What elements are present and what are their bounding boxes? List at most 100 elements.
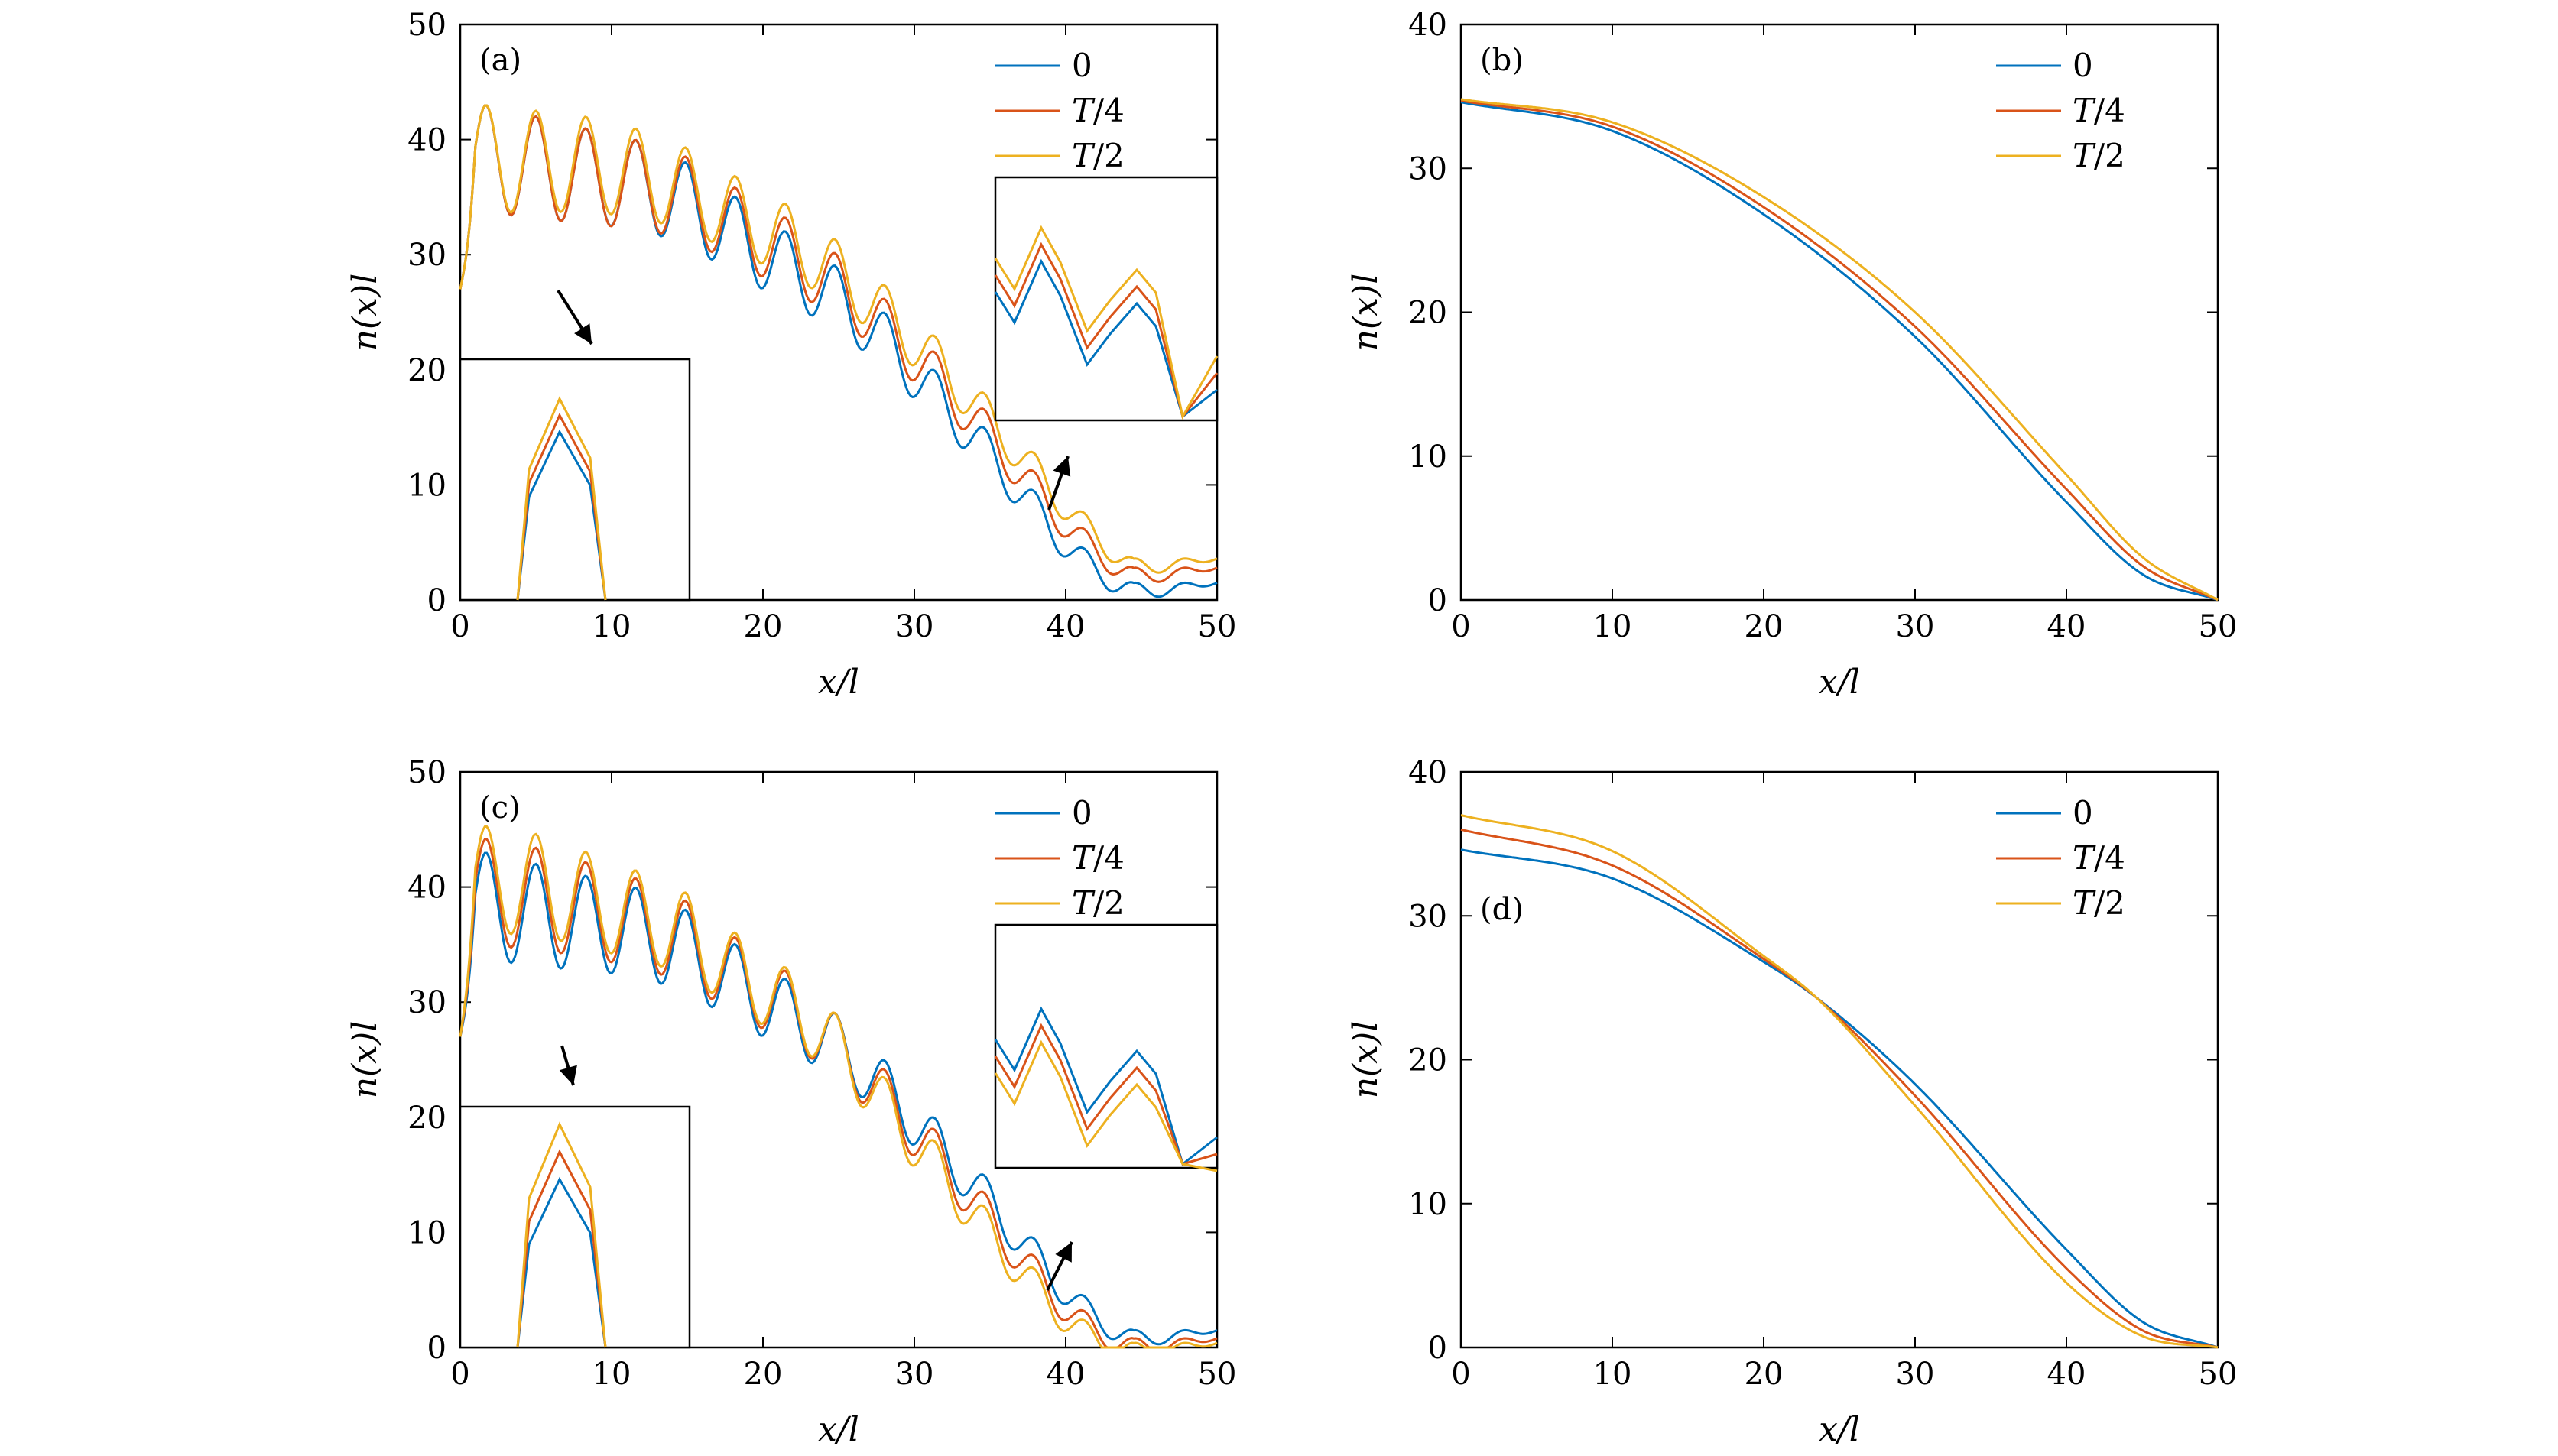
legend-label-0: 0 (1072, 47, 1092, 84)
series-line-2 (1460, 814, 2219, 1349)
y-tick-label: 40 (1408, 8, 1447, 43)
inset-line-0-1 (516, 1149, 607, 1348)
y-tick-label: 20 (407, 353, 446, 388)
inset-line-1-1 (994, 242, 1219, 420)
x-tick-label: 40 (1047, 609, 1086, 644)
x-tick-label: 40 (2047, 609, 2086, 644)
x-tick-label: 10 (592, 609, 631, 644)
inset-line-0-2 (516, 1121, 607, 1348)
y-tick-label: 0 (427, 1331, 446, 1366)
x-tick-label: 10 (1593, 1357, 1632, 1392)
x-tick-label: 20 (744, 1357, 783, 1392)
series-line-0 (1460, 101, 2219, 602)
legend-label-var: T (1072, 92, 1096, 129)
x-tick-label: 50 (2199, 1357, 2238, 1392)
y-tick-label: 10 (407, 468, 446, 503)
series-line-1 (1460, 99, 2219, 602)
legend-label-0: 0 (2073, 794, 2093, 832)
legend-label-var: T (1072, 137, 1096, 174)
y-axis-label: n(x)l (346, 1021, 385, 1099)
legend-label-1: T/4 (1072, 839, 1125, 877)
panel-label: (b) (1480, 43, 1524, 78)
x-axis-label: x/l (1819, 663, 1860, 702)
legend-label-var: T (1072, 839, 1096, 877)
x-tick-label: 20 (1745, 609, 1784, 644)
y-axis-label: n(x)l (1346, 1021, 1385, 1099)
legend-label-1: T/4 (1072, 92, 1125, 129)
inset-arrowhead-1 (1053, 456, 1071, 477)
inset-frame-0 (459, 358, 691, 602)
y-tick-label: 50 (407, 8, 446, 43)
y-tick-label: 30 (407, 985, 446, 1020)
series-line-2 (459, 104, 1218, 574)
inset-line-0-2 (516, 396, 607, 601)
y-tick-label: 20 (1408, 1043, 1447, 1078)
x-axis-label: x/l (818, 1410, 859, 1449)
y-tick-label: 30 (1408, 899, 1447, 934)
y-axis-label: n(x)l (1346, 274, 1385, 352)
y-tick-label: 0 (1428, 1331, 1447, 1366)
legend-label-rest: /2 (1093, 884, 1125, 922)
x-tick-label: 30 (1896, 1357, 1935, 1392)
x-tick-label: 10 (592, 1357, 631, 1392)
y-tick-label: 10 (1408, 1187, 1447, 1222)
x-tick-label: 20 (744, 609, 783, 644)
legend-label-2: T/2 (2073, 884, 2125, 922)
panel-label: (c) (479, 790, 521, 825)
inset-line-1-1 (994, 1023, 1218, 1166)
legend-label-rest: /4 (1093, 92, 1125, 129)
x-tick-label: 0 (450, 609, 469, 644)
inset-arrowhead-0 (574, 323, 592, 344)
x-axis-label: x/l (818, 663, 859, 702)
legend-label-rest: /4 (2094, 839, 2125, 877)
legend-label-2: T/2 (1072, 884, 1125, 922)
y-tick-label: 50 (407, 755, 446, 790)
legend-label-rest: /2 (2094, 137, 2125, 174)
legend-label-1: T/4 (2073, 92, 2125, 129)
x-tick-label: 50 (2199, 609, 2238, 644)
panel-label: (a) (479, 43, 521, 78)
legend-label-2: T/2 (1072, 137, 1125, 174)
legend-label-0: 0 (2073, 47, 2093, 84)
legend-label-2: T/2 (2073, 137, 2125, 174)
x-tick-label: 30 (895, 609, 934, 644)
y-tick-label: 0 (1428, 583, 1447, 618)
legend-label-var: T (2073, 137, 2096, 174)
legend-label-rest: /2 (1093, 137, 1125, 174)
x-tick-label: 40 (2047, 1357, 2086, 1392)
inset-frame-1 (994, 176, 1219, 422)
legend-label-var: T (1072, 884, 1096, 922)
x-tick-label: 40 (1047, 1357, 1086, 1392)
series-line-0 (1460, 848, 2219, 1349)
legend-label-var: T (2073, 884, 2096, 922)
legend-label-rest: /2 (2094, 884, 2125, 922)
x-axis-label: x/l (1819, 1410, 1860, 1449)
inset-line-1-0 (994, 1006, 1218, 1166)
x-tick-label: 0 (1451, 609, 1470, 644)
x-tick-label: 20 (1745, 1357, 1784, 1392)
inset-line-1-2 (994, 225, 1219, 420)
legend-label-0: 0 (1072, 794, 1092, 832)
legend-label-1: T/4 (2073, 839, 2125, 877)
y-tick-label: 20 (1408, 296, 1447, 331)
inset-arrowhead-1 (1055, 1242, 1072, 1263)
inset-line-0-0 (516, 1176, 607, 1348)
series-line-1 (459, 104, 1218, 583)
inset-line-1-2 (994, 1039, 1218, 1172)
x-tick-label: 30 (1896, 609, 1935, 644)
y-tick-label: 30 (407, 238, 446, 273)
y-tick-label: 0 (427, 583, 446, 618)
legend-label-rest: /4 (2094, 92, 2125, 129)
x-tick-label: 30 (895, 1357, 934, 1392)
y-axis-label: n(x)l (346, 274, 385, 352)
inset-arrowhead-0 (559, 1065, 577, 1085)
y-tick-label: 20 (407, 1101, 446, 1136)
inset-frame-1 (994, 923, 1219, 1169)
y-tick-label: 40 (407, 123, 446, 158)
legend-label-rest: /4 (1093, 839, 1125, 877)
